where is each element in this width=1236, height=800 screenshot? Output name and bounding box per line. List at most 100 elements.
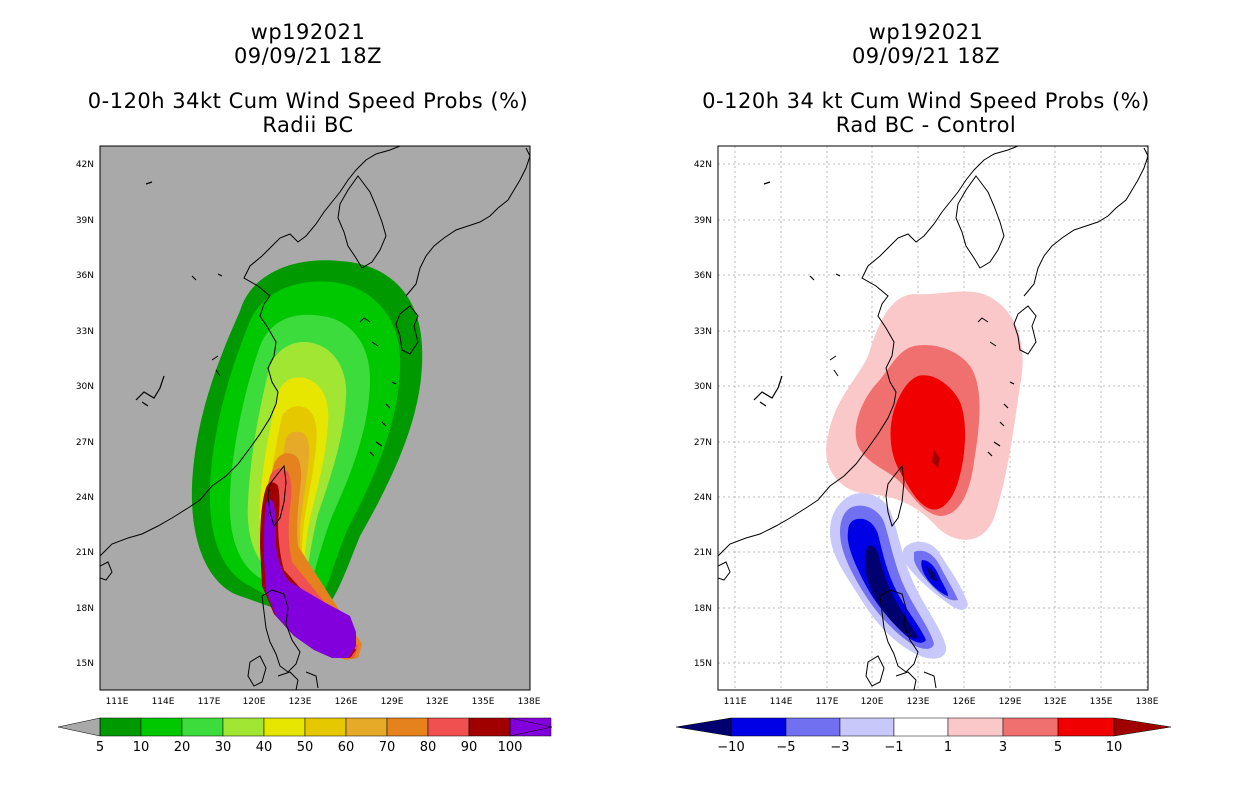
lon-tick-label: 111E bbox=[724, 697, 747, 707]
right-difference-contours bbox=[718, 146, 1148, 690]
right-storm-id: wp192021 bbox=[868, 20, 984, 44]
left-colorbar-left-triangle bbox=[58, 718, 100, 736]
colorbar-segment bbox=[468, 717, 511, 737]
lat-tick-label: 30N bbox=[694, 382, 712, 392]
lon-tick-label: 126E bbox=[953, 697, 976, 707]
colorbar-label: −1 bbox=[884, 740, 903, 755]
colorbar-label: 80 bbox=[420, 740, 437, 755]
lat-tick-label: 42N bbox=[694, 160, 712, 170]
colorbar-segment bbox=[1057, 717, 1115, 737]
left-colorbar: 5 10 20 30 40 50 60 70 80 90 100 bbox=[57, 717, 553, 755]
colorbar-label: 10 bbox=[133, 740, 150, 755]
colorbar-segment bbox=[730, 717, 787, 737]
colorbar-segment bbox=[1002, 717, 1059, 737]
colorbar-segment bbox=[785, 717, 841, 737]
right-colorbar: −10 −5 −3 −1 1 3 5 10 bbox=[675, 717, 1172, 755]
lat-tick-label: 39N bbox=[76, 216, 94, 226]
colorbar-label: 1 bbox=[944, 740, 952, 755]
colorbar-segment bbox=[99, 717, 142, 737]
left-chart-subtitle: Radii BC bbox=[262, 113, 354, 137]
lon-tick-label: 123E bbox=[907, 697, 930, 707]
diff-contour-minus-10-main bbox=[865, 545, 918, 639]
lat-tick-label: 24N bbox=[76, 493, 94, 503]
lon-tick-label: 123E bbox=[289, 697, 312, 707]
lon-tick-label: 138E bbox=[1136, 697, 1159, 707]
colorbar-segment bbox=[304, 717, 347, 737]
lat-tick-label: 27N bbox=[76, 438, 94, 448]
colorbar-label: −5 bbox=[776, 740, 795, 755]
colorbar-segment bbox=[140, 717, 183, 737]
lon-tick-label: 132E bbox=[426, 697, 449, 707]
lat-tick-label: 21N bbox=[694, 548, 712, 558]
lat-tick-label: 18N bbox=[76, 604, 94, 614]
right-datetime: 09/09/21 18Z bbox=[851, 44, 1001, 68]
right-title-block: wp192021 09/09/21 18Z 0-120h 34 kt Cum W… bbox=[666, 20, 1186, 137]
colorbar-label: −3 bbox=[830, 740, 849, 755]
colorbar-label: 50 bbox=[297, 740, 314, 755]
lat-tick-label: 21N bbox=[76, 548, 94, 558]
lat-tick-label: 27N bbox=[694, 438, 712, 448]
lon-tick-label: 135E bbox=[472, 697, 495, 707]
lat-tick-label: 15N bbox=[76, 659, 94, 669]
lon-tick-label: 135E bbox=[1090, 697, 1113, 707]
colorbar-label: 5 bbox=[1054, 740, 1062, 755]
colorbar-segment bbox=[181, 717, 224, 737]
diff-contour-plus-5 bbox=[890, 375, 966, 510]
diff-contour-minus-10-east bbox=[926, 566, 938, 582]
lon-tick-label: 114E bbox=[152, 697, 175, 707]
lon-tick-label: 114E bbox=[770, 697, 793, 707]
lon-tick-label: 132E bbox=[1044, 697, 1067, 707]
colorbar-segment bbox=[893, 717, 949, 737]
colorbar-label: 60 bbox=[338, 740, 355, 755]
left-axes: 42N 39N 36N 33N 30N 27N 24N 21N 18N 15N 111E 114E 11… bbox=[76, 160, 541, 707]
lon-tick-label: 126E bbox=[335, 697, 358, 707]
left-datetime: 09/09/21 18Z bbox=[233, 44, 383, 68]
lat-tick-label: 33N bbox=[76, 327, 94, 337]
colorbar-label: 5 bbox=[96, 740, 104, 755]
left-title-block: wp192021 09/09/21 18Z 0-120h 34kt Cum Wi… bbox=[48, 20, 568, 137]
lon-tick-label: 129E bbox=[381, 697, 404, 707]
right-chart-subtitle: Rad BC - Control bbox=[835, 113, 1017, 137]
lon-tick-label: 117E bbox=[816, 697, 839, 707]
right-axes: 42N 39N 36N 33N 30N 27N 24N 21N 18N 15N 111E 114E 11… bbox=[694, 160, 1159, 707]
lon-tick-label: 138E bbox=[518, 697, 541, 707]
colorbar-label: 30 bbox=[215, 740, 232, 755]
colorbar-segment bbox=[839, 717, 895, 737]
diff-contour-plus-10 bbox=[932, 450, 940, 468]
colorbar-segment bbox=[263, 717, 306, 737]
left-plot-frame bbox=[99, 145, 531, 691]
lat-tick-label: 39N bbox=[694, 216, 712, 226]
right-colorbar-right-triangle bbox=[1114, 718, 1171, 736]
left-storm-id: wp192021 bbox=[250, 20, 366, 44]
colorbar-segment bbox=[427, 717, 470, 737]
lon-tick-label: 117E bbox=[198, 697, 221, 707]
left-chart-title: 0-120h 34kt Cum Wind Speed Probs (%) bbox=[87, 89, 529, 113]
lat-tick-label: 30N bbox=[76, 382, 94, 392]
lat-tick-label: 36N bbox=[76, 271, 94, 281]
left-probability-contours bbox=[100, 146, 530, 690]
lon-tick-label: 129E bbox=[999, 697, 1022, 707]
lat-tick-label: 24N bbox=[694, 493, 712, 503]
colorbar-segment bbox=[222, 717, 265, 737]
right-colorbar-left-triangle bbox=[676, 718, 731, 736]
colorbar-label: 20 bbox=[174, 740, 191, 755]
lat-tick-label: 36N bbox=[694, 271, 712, 281]
lon-tick-label: 111E bbox=[106, 697, 129, 707]
colorbar-segment bbox=[345, 717, 388, 737]
lat-tick-label: 33N bbox=[694, 327, 712, 337]
colorbar-label: −10 bbox=[717, 740, 744, 755]
colorbar-label: 100 bbox=[498, 740, 523, 755]
colorbar-segment bbox=[947, 717, 1004, 737]
right-chart-title: 0-120h 34 kt Cum Wind Speed Probs (%) bbox=[702, 89, 1150, 113]
colorbar-label: 40 bbox=[256, 740, 273, 755]
colorbar-label: 70 bbox=[379, 740, 396, 755]
colorbar-label: 90 bbox=[461, 740, 478, 755]
right-plot-frame bbox=[717, 145, 1149, 691]
lon-tick-label: 120E bbox=[243, 697, 266, 707]
colorbar-label: 10 bbox=[1106, 740, 1123, 755]
colorbar-label: 3 bbox=[999, 740, 1007, 755]
lat-tick-label: 18N bbox=[694, 604, 712, 614]
lon-tick-label: 120E bbox=[861, 697, 884, 707]
lat-tick-label: 42N bbox=[76, 160, 94, 170]
